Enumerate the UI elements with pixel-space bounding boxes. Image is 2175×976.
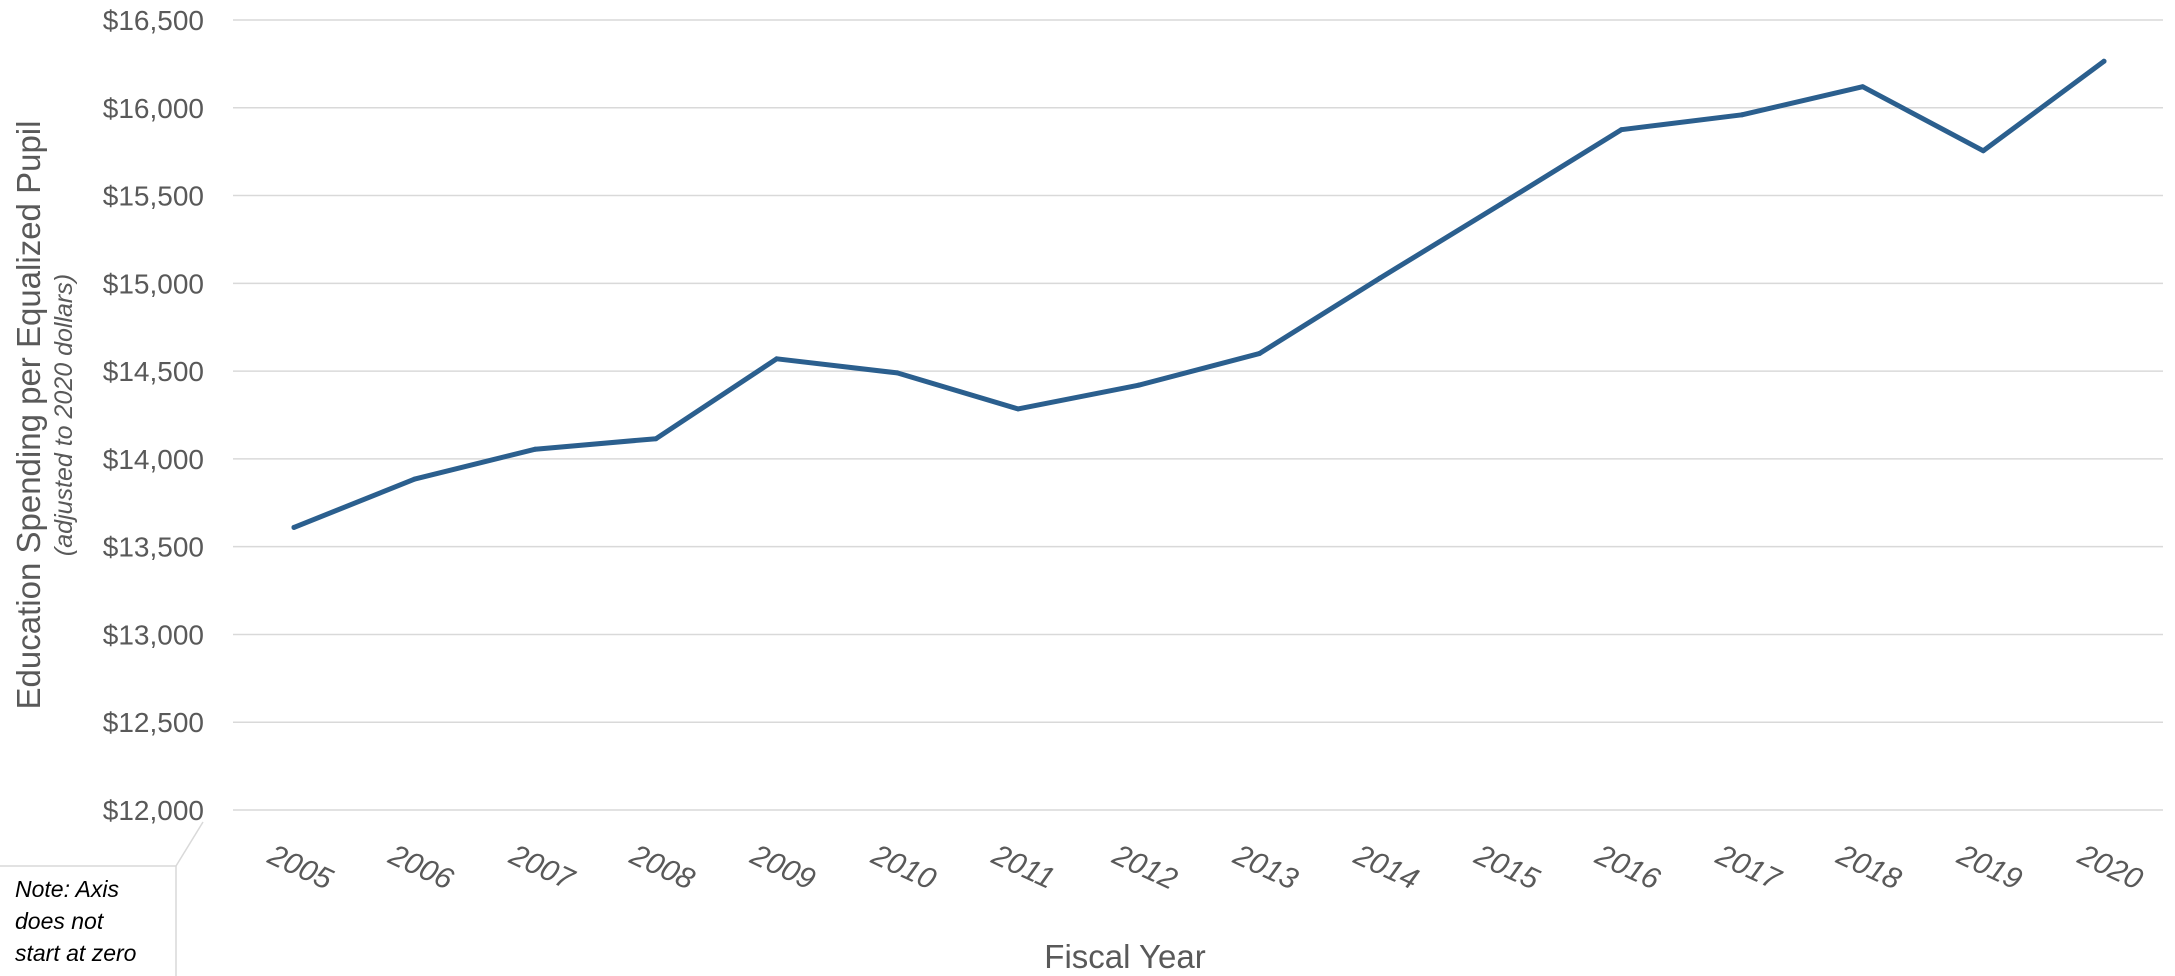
y-axis-subtitle: (adjusted to 2020 dollars) (50, 274, 78, 556)
y-tick-label: $14,000 (103, 444, 204, 475)
axis-note: Note: Axis does not start at zero (0, 821, 204, 976)
data-point-2008 (653, 436, 659, 442)
x-axis-title: Fiscal Year (1044, 938, 1205, 975)
data-point-2007 (532, 446, 538, 452)
y-tick-label: $12,500 (103, 707, 204, 738)
note-line-2: does not (15, 908, 105, 934)
x-tick-label: 2016 (1589, 838, 1665, 897)
data-point-2018 (1860, 84, 1866, 90)
y-axis-title: Education Spending per Equalized Pupil (10, 121, 47, 710)
x-tick-label: 2014 (1348, 838, 1423, 897)
x-tick-label: 2009 (745, 838, 821, 897)
gridlines (233, 19, 2163, 811)
data-point-2005 (291, 524, 297, 530)
x-tick-label: 2007 (503, 838, 580, 897)
series-group (291, 58, 2107, 530)
y-tick-label: $16,500 (103, 5, 204, 36)
series-line-0 (291, 58, 2107, 530)
x-tick-label: 2012 (1107, 838, 1183, 897)
x-tick-label: 2018 (1831, 838, 1907, 897)
data-point-2014 (1377, 275, 1383, 281)
x-tick-label: 2005 (262, 838, 338, 897)
note-line-3: start at zero (15, 940, 137, 966)
y-tick-label: $14,500 (103, 356, 204, 387)
y-tick-label: $12,000 (103, 795, 204, 826)
data-point-2012 (1136, 382, 1142, 388)
y-axis-ticks: $12,000 $12,500 $13,000 $13,500 $14,000 $14,5… (103, 5, 204, 826)
data-point-2019 (1980, 148, 1986, 154)
data-point-2013 (1256, 351, 1262, 357)
x-tick-label: 2010 (865, 838, 941, 897)
data-point-2016 (1618, 127, 1624, 133)
note-callout-pointer (175, 821, 204, 867)
data-point-2009 (774, 356, 780, 362)
x-tick-label: 2019 (1951, 838, 2027, 897)
y-tick-label: $16,000 (103, 93, 204, 124)
data-point-2020 (2101, 58, 2107, 64)
x-tick-label: 2006 (383, 838, 459, 897)
x-tick-label: 2011 (986, 838, 1059, 896)
data-point-2006 (412, 476, 418, 482)
y-tick-label: $15,500 (103, 181, 204, 212)
y-tick-label: $13,000 (103, 619, 204, 650)
x-tick-label: 2017 (1710, 838, 1787, 897)
x-tick-label: 2013 (1227, 838, 1303, 897)
data-point-2010 (894, 370, 900, 376)
x-tick-label: 2020 (2072, 838, 2148, 897)
data-point-2017 (1739, 112, 1745, 118)
note-line-1: Note: Axis (15, 876, 119, 902)
data-point-2011 (1015, 406, 1021, 412)
x-tick-label: 2008 (624, 838, 700, 897)
x-axis-ticks: 2005 2006 2007 2008 2009 2010 2011 2012 2013 2014… (262, 838, 2148, 897)
data-point-2015 (1498, 201, 1504, 207)
y-tick-label: $13,500 (103, 532, 204, 563)
y-tick-label: $15,000 (103, 268, 204, 299)
x-tick-label: 2015 (1469, 838, 1545, 897)
